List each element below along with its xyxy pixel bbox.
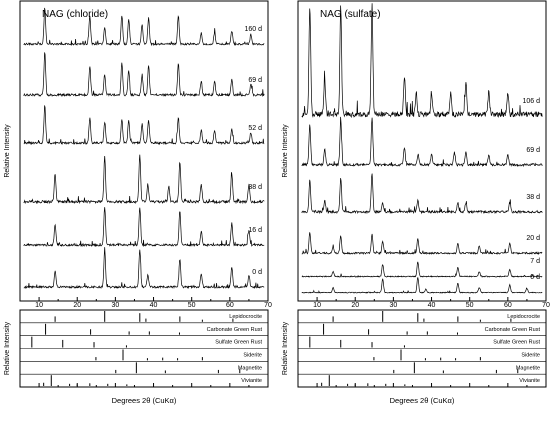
x-axis-label: Degrees 2θ (CuKα) (390, 396, 455, 405)
pattern-trace-4 (23, 207, 265, 248)
trace-label: 38 d (248, 184, 262, 191)
panel-title: NAG (sulfate) (320, 9, 381, 20)
reference-label: Sulfate Green Rust (493, 340, 540, 346)
reference-label: Vivianite (241, 378, 262, 384)
y-axis-label: Relative Intensity (282, 321, 289, 375)
x-tick-label: 10 (35, 302, 43, 309)
reference-label: Sulfate Green Rust (215, 340, 262, 346)
y-axis-label: Relative Intensity (282, 124, 289, 178)
reference-label: Magnetite (238, 365, 262, 371)
x-tick-label: 30 (111, 302, 119, 309)
x-tick-label: 60 (226, 302, 234, 309)
pattern-trace-0 (301, 3, 543, 119)
pattern-trace-1 (301, 116, 543, 168)
x-tick-label: 70 (264, 302, 272, 309)
pattern-plot-frame (19, 0, 269, 302)
reference-label: Carbonate Green Rust (485, 327, 541, 333)
trace-label: 106 d (522, 98, 540, 105)
reference-label: Lepidocrocite (229, 314, 262, 320)
reference-label: Carbonate Green Rust (207, 327, 263, 333)
x-tick-label: 50 (188, 302, 196, 309)
pattern-trace-2 (301, 173, 543, 215)
trace-label: 20 d (526, 235, 540, 242)
pattern-trace-2 (23, 105, 265, 146)
y-axis-label: Relative Intensity (4, 124, 11, 178)
trace-label: 69 d (248, 77, 262, 84)
pattern-trace-3 (23, 154, 265, 205)
trace-label: 16 d (248, 227, 262, 234)
reference-label: Siderite (243, 352, 262, 358)
x-tick-label: 30 (389, 302, 397, 309)
trace-label: 52 d (248, 125, 262, 132)
x-tick-label: 20 (73, 302, 81, 309)
x-tick-label: 50 (466, 302, 474, 309)
x-tick-label: 10 (313, 302, 321, 309)
x-tick-label: 40 (428, 302, 436, 309)
trace-label: 7 d (530, 258, 540, 265)
pattern-trace-1 (23, 52, 265, 98)
pattern-trace-5 (301, 277, 543, 294)
pattern-trace-5 (23, 247, 265, 290)
reference-label: Vivianite (519, 378, 540, 384)
reference-label: Magnetite (516, 365, 540, 371)
trace-label: 0 d (530, 274, 540, 281)
x-tick-label: 20 (351, 302, 359, 309)
trace-label: 160 d (244, 26, 262, 33)
panel-1 (297, 0, 547, 388)
trace-label: 69 d (526, 147, 540, 154)
trace-label: 0 d (252, 269, 262, 276)
pattern-trace-0 (23, 7, 265, 47)
x-tick-label: 40 (150, 302, 158, 309)
reference-label: Siderite (521, 352, 540, 358)
x-tick-label: 70 (542, 302, 550, 309)
pattern-plot-frame (297, 0, 547, 302)
x-axis-label: Degrees 2θ (CuKα) (112, 396, 177, 405)
panel-0 (19, 0, 269, 388)
panel-title: NAG (chloride) (42, 9, 108, 20)
trace-label: 38 d (526, 194, 540, 201)
x-tick-label: 60 (504, 302, 512, 309)
y-axis-label: Relative Intensity (4, 321, 11, 375)
pattern-trace-4 (301, 261, 543, 278)
reference-label: Lepidocrocite (507, 314, 540, 320)
pattern-trace-3 (301, 232, 543, 256)
